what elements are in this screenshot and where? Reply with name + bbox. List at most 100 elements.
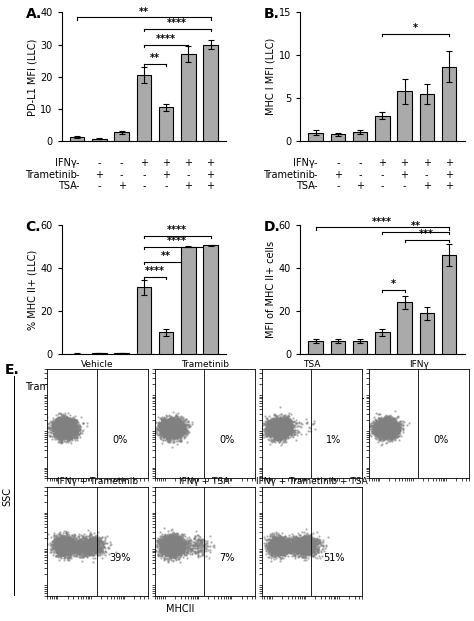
Point (168, 421, 176, 431)
Point (302, 547, 310, 557)
Point (281, 539, 288, 549)
Point (270, 424, 278, 433)
Point (161, 427, 168, 437)
Point (378, 422, 386, 432)
Point (54, 415, 61, 425)
Point (273, 425, 281, 435)
Point (385, 419, 392, 428)
Point (375, 427, 383, 437)
Point (293, 548, 301, 558)
Point (283, 430, 291, 440)
Point (272, 535, 279, 545)
Point (290, 542, 297, 552)
Point (75, 550, 82, 560)
Point (59, 538, 67, 548)
Point (170, 429, 178, 439)
Point (169, 430, 176, 440)
Point (167, 541, 175, 551)
Point (167, 546, 174, 556)
Point (283, 419, 291, 429)
Point (265, 549, 273, 559)
Point (383, 418, 391, 428)
Point (177, 542, 184, 552)
Point (173, 425, 181, 435)
Point (274, 424, 282, 433)
Point (83, 541, 91, 551)
Point (64, 430, 72, 440)
Point (383, 420, 390, 430)
Y-axis label: MHC I MFI (LLC): MHC I MFI (LLC) (266, 39, 276, 116)
Point (304, 546, 312, 556)
Point (276, 417, 284, 427)
Point (166, 428, 174, 438)
Point (280, 415, 288, 425)
Point (306, 536, 313, 546)
Point (73, 544, 81, 554)
Point (56, 422, 64, 432)
Point (168, 426, 175, 436)
Point (170, 540, 178, 550)
Point (181, 423, 188, 433)
Point (61, 424, 69, 433)
Point (270, 540, 277, 550)
Point (275, 422, 283, 432)
Point (91, 537, 99, 547)
Point (97, 545, 105, 555)
Point (164, 423, 171, 433)
Point (160, 532, 167, 542)
Point (89, 539, 96, 549)
Point (297, 545, 305, 555)
Point (165, 535, 173, 545)
Point (283, 540, 290, 550)
Point (303, 544, 311, 554)
Point (53, 418, 61, 428)
Point (276, 535, 283, 545)
Point (170, 535, 177, 545)
Point (276, 428, 283, 438)
Point (172, 543, 179, 553)
Point (167, 533, 175, 543)
Point (161, 425, 169, 435)
Point (157, 419, 164, 429)
Point (278, 428, 285, 438)
Point (57, 539, 65, 549)
Point (50, 422, 58, 432)
Point (388, 417, 396, 427)
Point (166, 537, 173, 547)
Point (278, 545, 285, 555)
Point (308, 536, 316, 546)
Point (376, 423, 383, 433)
Point (170, 420, 178, 430)
Point (173, 427, 181, 437)
Point (275, 545, 283, 555)
Point (314, 545, 321, 555)
Point (59, 533, 66, 543)
Point (289, 425, 297, 435)
Point (268, 422, 276, 432)
Point (273, 424, 281, 434)
Point (174, 539, 182, 549)
Point (166, 420, 174, 430)
Point (55, 426, 63, 436)
Point (278, 429, 285, 439)
Point (61, 546, 68, 556)
Point (86, 542, 93, 552)
Point (91, 539, 99, 549)
Point (74, 539, 82, 549)
Point (281, 422, 289, 432)
Point (277, 432, 285, 442)
Point (56, 529, 64, 539)
Point (270, 425, 277, 435)
Point (375, 420, 383, 430)
Point (276, 418, 283, 428)
Point (165, 428, 173, 438)
Point (274, 544, 282, 554)
Point (168, 422, 176, 432)
Point (65, 423, 73, 433)
Point (270, 420, 277, 430)
Point (270, 429, 278, 439)
Point (157, 425, 164, 435)
Point (388, 430, 396, 440)
Point (385, 424, 393, 434)
Point (60, 532, 67, 542)
